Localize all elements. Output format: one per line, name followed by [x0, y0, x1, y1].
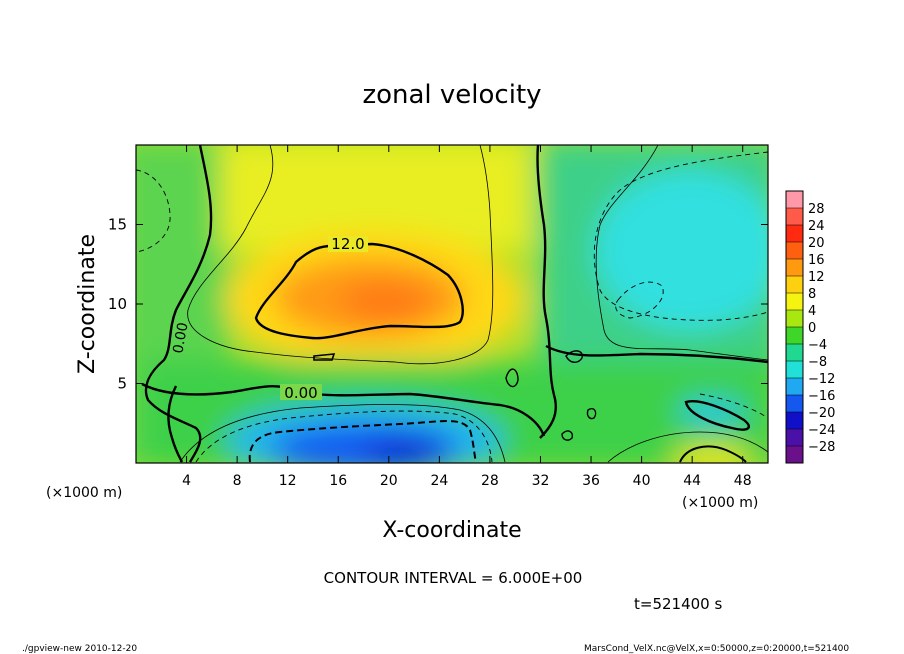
- contour-label-bg-2: [280, 384, 322, 400]
- contour-label-12: 12.0: [331, 235, 364, 253]
- colorbar-swatch: [786, 429, 803, 447]
- contour-0-blob-corner: [679, 445, 747, 463]
- x-tick-label: 28: [481, 473, 499, 489]
- colorbar-label: −12: [808, 372, 835, 387]
- colorbar-swatch: [786, 242, 803, 260]
- colorbar-label: −20: [808, 406, 835, 421]
- contour-label-0-south: 0.00: [284, 384, 317, 402]
- colorbar-swatch: [786, 412, 803, 430]
- colorbar-label: −4: [808, 338, 827, 353]
- contour-12-small: [313, 353, 336, 361]
- contours-major: [141, 145, 768, 463]
- contour-0-island-3: [586, 408, 597, 420]
- x-tick-label: 20: [380, 473, 398, 489]
- colorbar-swatch: [786, 446, 803, 464]
- contour-6-south: [179, 404, 506, 463]
- x-tick-label: 24: [430, 473, 448, 489]
- x-tick-label: 16: [329, 473, 347, 489]
- x-tick-label: 4: [182, 473, 191, 489]
- colorbar-label: −24: [808, 423, 835, 438]
- contours-negative: [136, 151, 768, 463]
- x-tick-label: 48: [734, 473, 752, 489]
- colorbar-label: −8: [808, 355, 827, 370]
- contour-neg6-pocket: [615, 281, 664, 319]
- x-unit-note-right: (×1000 m): [682, 495, 758, 511]
- footer-right: MarsCond_VelX.nc@VelX,x=0:50000,z=0:2000…: [584, 644, 849, 654]
- contour-neg6-ne: [593, 151, 768, 321]
- colorbar-label: −28: [808, 440, 835, 455]
- colorbar-label: −16: [808, 389, 835, 404]
- contour-neg6-se: [699, 393, 768, 419]
- contour-0-west: [144, 145, 213, 463]
- contour-neg6-nw: [136, 169, 171, 253]
- contour-0-blob-se: [684, 400, 751, 431]
- colorbar-label: 12: [808, 270, 825, 285]
- colorbar-swatch: [786, 395, 803, 413]
- field-neg-min: [365, 438, 445, 463]
- x-tick-label: 36: [582, 473, 600, 489]
- colorbar-label: 28: [808, 202, 825, 217]
- contour-0-east: [545, 344, 768, 364]
- contour-label-0-west: 0.00: [170, 321, 191, 354]
- contour-neg6-south: [195, 410, 493, 463]
- colorbar-swatch: [786, 259, 803, 277]
- colorbar-label: 16: [808, 253, 825, 268]
- field-cyan-east: [595, 170, 768, 330]
- colorbar-swatch: [786, 327, 803, 345]
- field-se-cyan: [677, 398, 747, 426]
- colorbar-label: 8: [808, 287, 816, 302]
- colorbar-swatch: [786, 361, 803, 379]
- colorbar-label: 24: [808, 219, 825, 234]
- field-core-max: [340, 282, 430, 322]
- contour-0-south: [141, 382, 546, 437]
- colorbar-swatch: [786, 344, 803, 362]
- x-axis-label: X-coordinate: [382, 518, 521, 543]
- contour-0-mid: [536, 145, 557, 439]
- y-tick-label: 5: [117, 375, 127, 393]
- colorbar-label: 0: [808, 321, 816, 336]
- colorbar: 28 24 20 16 12 8 4 0 −4 −8 −12 −16 −20 −24 −28: [785, 190, 835, 464]
- chart-title: zonal velocity: [362, 80, 541, 110]
- contour-0-bend: [167, 385, 184, 463]
- colorbar-swatch: [786, 310, 803, 328]
- y-tick-label: 15: [108, 216, 127, 234]
- x-ticks: 4 8 12 16 20 24 28 32 36 40 44 48: [182, 145, 752, 489]
- y-tick-label: 10: [108, 295, 127, 313]
- x-tick-label: 32: [532, 473, 550, 489]
- y-ticks: 5 10 15: [108, 216, 768, 393]
- contour-6-west: [187, 145, 494, 365]
- colorbar-swatch: [786, 293, 803, 311]
- colorbar-label: 20: [808, 236, 825, 251]
- contour-6-southeast: [607, 431, 768, 463]
- x-tick-label: 8: [233, 473, 242, 489]
- colorbar-label: 4: [808, 304, 816, 319]
- contour-0-island-1: [505, 368, 519, 388]
- x-tick-label: 12: [279, 473, 297, 489]
- contour-6-east: [595, 145, 768, 361]
- contour-0-island-4: [561, 430, 574, 441]
- field: 12.0 0.00 0.00: [136, 145, 768, 463]
- colorbar-swatch: [786, 208, 803, 226]
- contours-thin: [179, 145, 768, 463]
- colorbar-swatch: [786, 191, 803, 209]
- x-unit-note-left: (×1000 m): [46, 485, 122, 501]
- y-axis-label: Z-coordinate: [75, 234, 100, 374]
- colorbar-swatch: [786, 378, 803, 396]
- x-tick-label: 40: [633, 473, 651, 489]
- contour-12: [254, 242, 464, 340]
- x-tick-label: 44: [683, 473, 701, 489]
- contour-0-island-2: [565, 350, 583, 363]
- colorbar-swatch: [786, 225, 803, 243]
- footer-left: ./gpview-new 2010-12-20: [22, 644, 137, 654]
- contour-interval: CONTOUR INTERVAL = 6.000E+00: [324, 569, 583, 587]
- colorbar-swatch: [786, 276, 803, 294]
- contour-label-bg-1: [328, 236, 368, 252]
- time-label: t=521400 s: [634, 595, 722, 613]
- contour-neg12: [248, 420, 477, 463]
